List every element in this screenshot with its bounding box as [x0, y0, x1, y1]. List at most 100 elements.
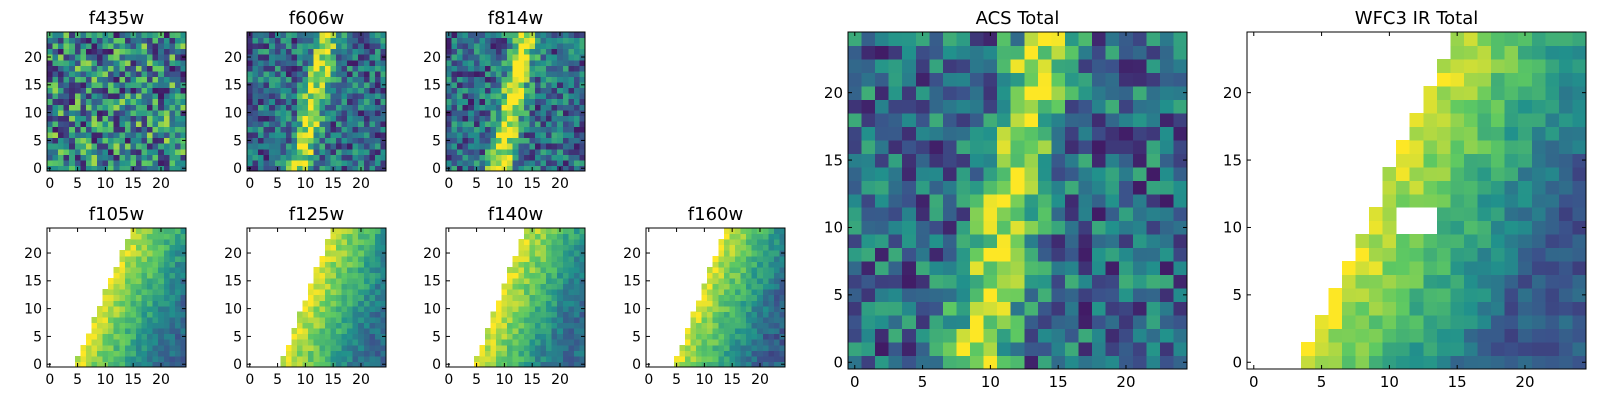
- heatmap-cell: [108, 126, 115, 133]
- heatmap-cell: [496, 328, 503, 335]
- heatmap-cell: [1024, 58, 1039, 73]
- heatmap-cell: [1092, 85, 1107, 100]
- heatmap-cell: [335, 104, 343, 111]
- y-tick-label: 10: [623, 302, 641, 318]
- heatmap-cell: [915, 85, 930, 100]
- heatmap-cell: [58, 165, 65, 172]
- heatmap-cell: [341, 154, 348, 161]
- heatmap-cell: [269, 76, 276, 83]
- heatmap-cell: [848, 342, 863, 357]
- heatmap-cell: [358, 261, 365, 268]
- heatmap-cell: [280, 126, 287, 133]
- heatmap-cell: [734, 239, 742, 246]
- heatmap-cell: [169, 344, 176, 351]
- heatmap-cell: [1518, 261, 1533, 276]
- heatmap-cell: [1504, 126, 1519, 141]
- heatmap-cell: [718, 333, 725, 340]
- heatmap-cell: [740, 339, 747, 346]
- heatmap-cell: [319, 54, 326, 61]
- heatmap-cell: [80, 355, 87, 362]
- heatmap-cell: [457, 159, 464, 166]
- heatmap-cell: [451, 76, 458, 83]
- heatmap-cell: [1477, 328, 1492, 343]
- heatmap-cell: [540, 239, 547, 246]
- heatmap-cell: [147, 283, 154, 290]
- heatmap-cell: [152, 137, 159, 144]
- heatmap-cell: [358, 82, 365, 89]
- heatmap-cell: [562, 239, 569, 246]
- heatmap-cell: [729, 250, 736, 257]
- heatmap-cell: [1132, 99, 1147, 114]
- heatmap-cell: [280, 154, 287, 161]
- heatmap-cell: [347, 350, 354, 357]
- heatmap-cell: [297, 76, 304, 83]
- heatmap-cell: [707, 316, 714, 324]
- heatmap-cell: [108, 98, 115, 105]
- heatmap-cell: [1146, 32, 1161, 46]
- heatmap-cell: [540, 350, 547, 357]
- heatmap-cell: [352, 311, 359, 318]
- heatmap-cell: [163, 239, 170, 246]
- heatmap-cell: [729, 255, 736, 262]
- heatmap-cell: [163, 120, 170, 128]
- heatmap-cell: [347, 289, 354, 296]
- heatmap-cell: [501, 294, 508, 301]
- heatmap-cell: [363, 120, 370, 128]
- heatmap-cell: [446, 115, 453, 122]
- heatmap-cell: [135, 48, 143, 55]
- heatmap-cell: [518, 305, 525, 312]
- heatmap-cell: [523, 54, 530, 61]
- heatmap-cell: [152, 283, 159, 290]
- heatmap-cell: [746, 272, 753, 279]
- heatmap-cell: [915, 72, 930, 87]
- heatmap-cell: [562, 137, 569, 144]
- heatmap-cell: [512, 316, 519, 324]
- heatmap-cell: [291, 59, 298, 66]
- heatmap-cell: [369, 355, 376, 362]
- heatmap-cell: [540, 333, 547, 340]
- heatmap-cell: [1409, 153, 1424, 168]
- heatmap-cell: [169, 333, 176, 340]
- heatmap-cell: [285, 104, 292, 111]
- heatmap-cell: [518, 93, 525, 100]
- heatmap-cell: [113, 159, 120, 166]
- heatmap-cell: [163, 137, 170, 144]
- heatmap-cell: [1409, 139, 1424, 154]
- heatmap-cell: [1423, 274, 1438, 289]
- heatmap-cell: [507, 148, 514, 155]
- heatmap-cell: [496, 350, 503, 357]
- heatmap-cell: [119, 350, 126, 357]
- heatmap-cell: [363, 266, 370, 273]
- heatmap-cell: [180, 228, 187, 235]
- heatmap-cell: [324, 65, 331, 72]
- heatmap-cell: [124, 76, 131, 83]
- heatmap-cell: [490, 65, 497, 72]
- heatmap-cell: [473, 76, 480, 83]
- heatmap-cell: [1423, 234, 1438, 249]
- heatmap-cell: [302, 43, 309, 50]
- heatmap-cell: [130, 283, 137, 290]
- heatmap-cell: [147, 32, 154, 39]
- heatmap-cell: [523, 322, 530, 329]
- heatmap-cell: [490, 76, 497, 83]
- heatmap-cell: [330, 115, 337, 122]
- heatmap-cell: [119, 70, 126, 77]
- heatmap-cell: [729, 355, 736, 362]
- heatmap-cell: [929, 45, 944, 60]
- heatmap-cell: [180, 159, 187, 166]
- heatmap-cell: [496, 76, 503, 83]
- heatmap-cell: [1051, 166, 1066, 181]
- heatmap-cell: [263, 76, 270, 83]
- heatmap-cell: [280, 37, 287, 44]
- heatmap-cell: [562, 87, 569, 94]
- heatmap-cell: [152, 361, 159, 368]
- y-tick-label: 15: [24, 274, 42, 290]
- heatmap-cell: [579, 311, 586, 318]
- heatmap-cell: [457, 54, 464, 61]
- heatmap-cell: [496, 93, 503, 100]
- heatmap-cell: [773, 266, 780, 273]
- heatmap-cell: [562, 250, 569, 257]
- heatmap-cell: [462, 109, 469, 116]
- heatmap-cell: [1436, 112, 1451, 127]
